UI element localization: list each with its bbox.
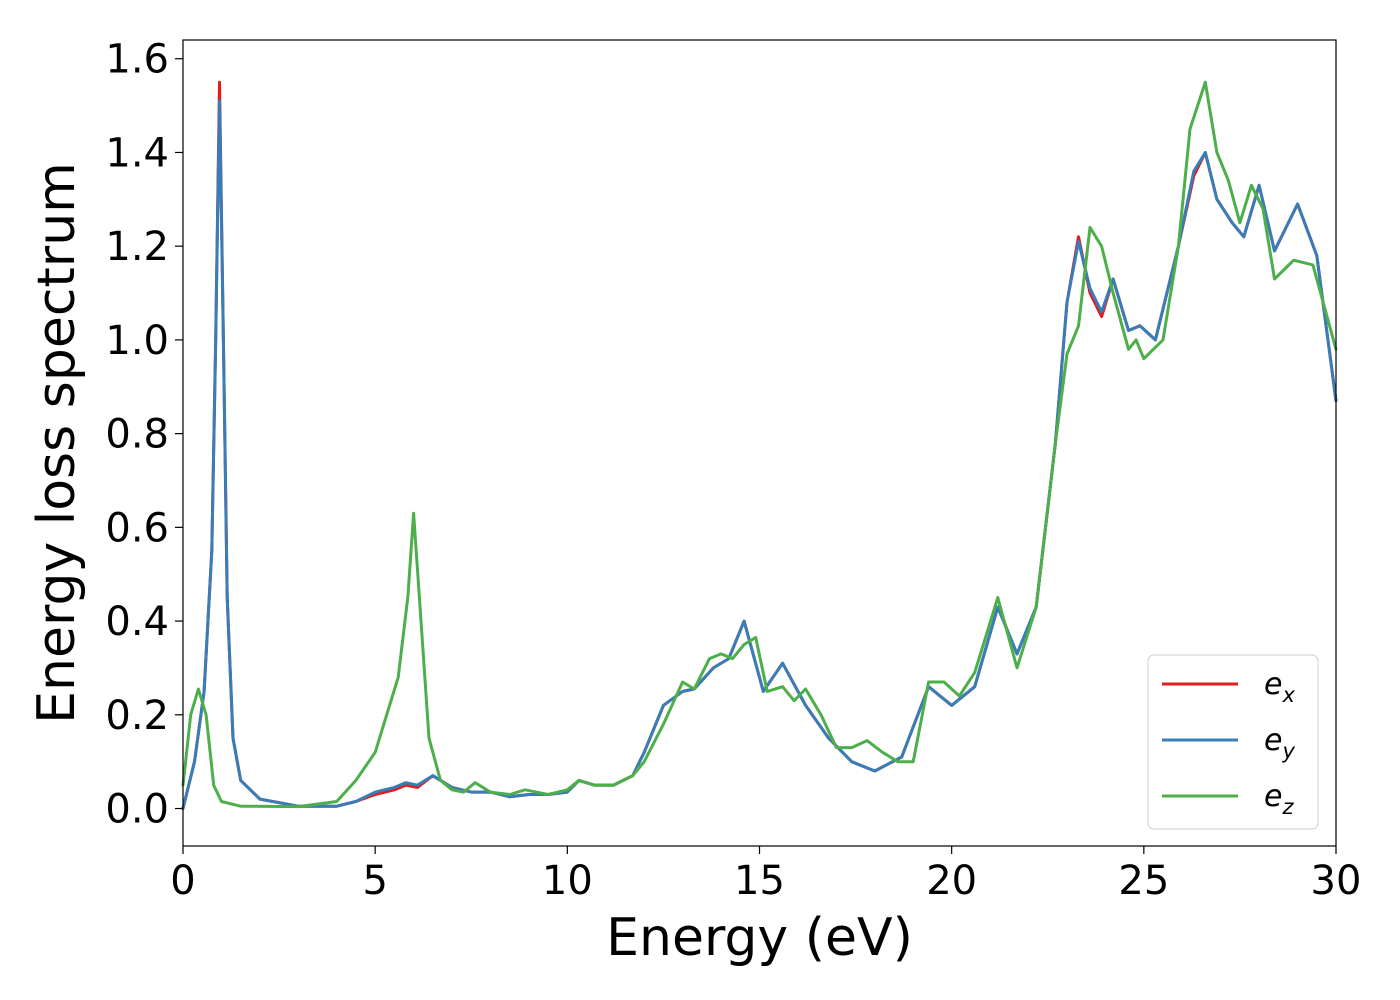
y-tick-label: 0.2 (105, 693, 169, 739)
series-line-z (181, 80, 1338, 809)
series-layer (181, 80, 1338, 810)
legend-label-subscript: z (1281, 795, 1294, 819)
y-tick-label: 0.8 (105, 412, 169, 458)
legend-label-z: ez (1264, 779, 1294, 819)
x-tick-label: 15 (734, 858, 785, 904)
y-tick-label: 0.0 (105, 787, 169, 833)
legend-label-y: ey (1264, 723, 1295, 763)
y-axis-ticks: 0.0 0.2 0.4 0.6 0.8 1.0 1.2 1.4 1.6 (105, 37, 183, 833)
x-tick-label: 20 (926, 858, 977, 904)
x-tick-label: 30 (1311, 858, 1362, 904)
y-axis-title: Energy loss spectrum (27, 162, 87, 724)
x-axis-title: Energy (eV) (606, 908, 913, 968)
legend-label-base: e (1264, 667, 1282, 702)
x-tick-label: 5 (362, 858, 387, 904)
x-tick-label: 0 (170, 858, 195, 904)
legend-label-base: e (1264, 723, 1282, 758)
legend-label-x: ex (1264, 667, 1295, 707)
y-tick-label: 1.4 (105, 130, 169, 176)
x-tick-label: 10 (542, 858, 593, 904)
series-line-y (181, 99, 1338, 810)
legend-label-base: e (1264, 779, 1282, 814)
x-tick-label: 25 (1118, 858, 1169, 904)
legend-label-subscript: x (1281, 683, 1295, 707)
legend-box (1147, 654, 1319, 830)
y-tick-label: 0.4 (105, 599, 169, 645)
y-tick-label: 1.6 (105, 37, 169, 83)
x-axis-ticks: 0 5 10 15 20 25 30 (170, 846, 1361, 904)
y-tick-label: 1.0 (105, 318, 169, 364)
y-tick-label: 1.2 (105, 224, 169, 270)
legend-label-subscript: y (1281, 739, 1295, 763)
plot-background (183, 40, 1336, 846)
y-tick-label: 0.6 (105, 505, 169, 551)
